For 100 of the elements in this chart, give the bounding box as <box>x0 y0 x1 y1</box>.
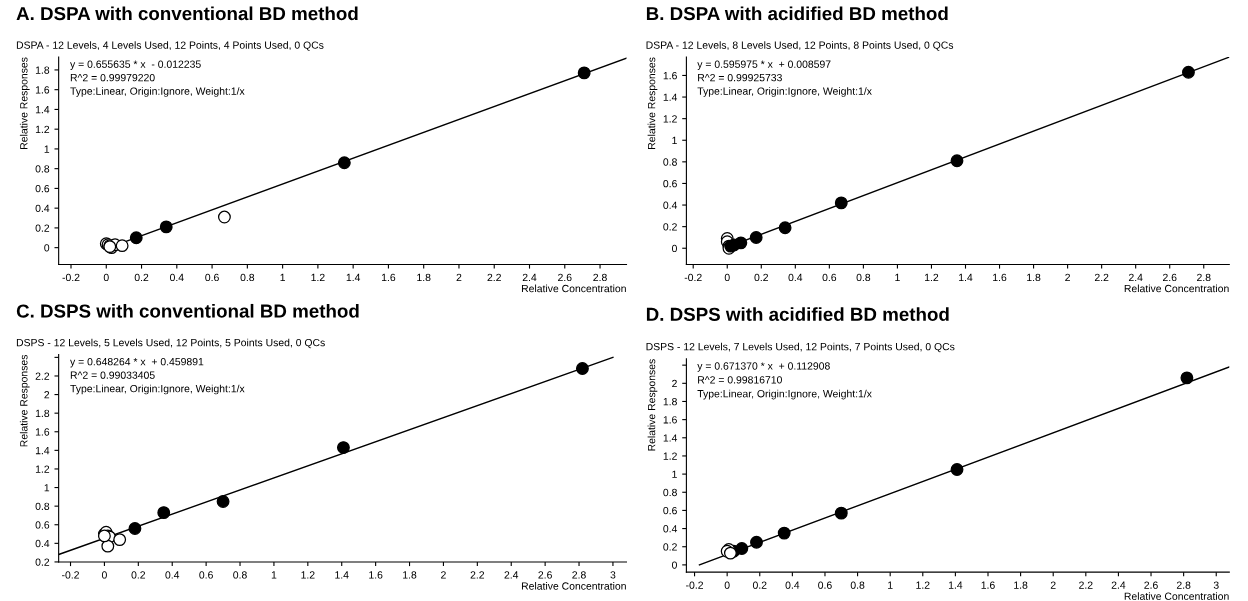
annotation: R^2 = 0.99925733 <box>698 73 782 82</box>
x-tick-label: 2.8 <box>572 571 586 579</box>
x-tick-label: 2.6 <box>538 571 552 579</box>
x-tick-label: 2.8 <box>1197 273 1211 282</box>
annotation: Type:Linear, Origin:Ignore, Weight:1/x <box>70 384 245 395</box>
y-tick-label: 0.6 <box>35 521 50 529</box>
x-tick-label: 0 <box>724 581 730 589</box>
x-tick-label: 0.4 <box>788 273 803 282</box>
y-tick-label: 0.2 <box>663 543 677 551</box>
y-tick-label: 0.2 <box>35 224 50 232</box>
x-tick-label: 0.8 <box>233 571 247 579</box>
annotation: y = 0.595975 * x + 0.008597 <box>697 60 831 70</box>
x-tick-label: -0.2 <box>62 571 79 579</box>
x-tick-label: 0 <box>103 273 109 282</box>
y-tick-label: 1.8 <box>35 66 50 74</box>
y-tick-label: 1.2 <box>35 125 50 133</box>
y-axis-title: Relative Responses <box>647 359 658 451</box>
annotation: R^2 = 0.99816710 <box>698 376 782 384</box>
point <box>217 210 231 224</box>
x-tick-label: 0.2 <box>131 571 146 579</box>
x-tick-label: 1.8 <box>1014 581 1028 589</box>
x-tick-label: 0.4 <box>785 581 800 589</box>
x-tick-label: 2.6 <box>1144 581 1158 589</box>
annotation: Type:Linear, Origin:Ignore, Weight:1/x <box>70 87 245 97</box>
y-tick-label: 0.4 <box>35 539 50 548</box>
x-tick-label: 2.8 <box>1176 581 1191 589</box>
x-tick-label: 0.2 <box>754 273 768 282</box>
x-tick-label: 2.2 <box>487 273 501 282</box>
x-tick-label: -0.2 <box>684 273 702 282</box>
x-tick-label: 0.2 <box>752 581 767 589</box>
y-tick-label: 0.2 <box>663 223 677 231</box>
annotation: y = 0.648264 * x + 0.459891 <box>70 357 204 368</box>
y-tick-label: 2 <box>672 379 677 388</box>
y-tick-label: 0.4 <box>35 204 50 213</box>
y-tick-label: 0.6 <box>35 184 50 193</box>
x-axis-title: Relative Concentration <box>521 284 626 293</box>
x-tick-label: 0.8 <box>240 273 255 282</box>
x-tick-label: 2.4 <box>504 571 519 579</box>
y-tick-label: 0.8 <box>663 158 677 166</box>
y-tick-label: 1.8 <box>663 397 677 406</box>
chart-title: D. DSPS with acidified BD method <box>646 307 949 321</box>
x-tick-label: 2.2 <box>1094 273 1109 282</box>
chart-title: A. DSPA with conventional BD method <box>16 6 358 21</box>
y-tick-label: 0 <box>671 561 677 569</box>
y-tick-label: 0.4 <box>663 201 678 209</box>
x-tick-label: 1.6 <box>993 273 1007 282</box>
point <box>1180 371 1194 385</box>
x-tick-label: 2.4 <box>522 273 537 282</box>
x-tick-label: 3 <box>1213 581 1219 589</box>
x-tick-label: 1.6 <box>369 571 383 579</box>
x-tick-label: -0.2 <box>686 581 703 589</box>
y-tick-label: 2 <box>44 391 50 399</box>
x-tick-label: 2.8 <box>593 273 607 282</box>
y-tick-label: 0.8 <box>35 502 50 511</box>
point <box>128 522 142 535</box>
point <box>749 231 763 244</box>
y-tick-label: 1 <box>44 145 50 153</box>
x-tick-label: 1.2 <box>925 273 939 282</box>
point <box>734 236 748 250</box>
x-tick-label: 0.6 <box>818 581 832 589</box>
x-tick-label: 2.4 <box>1128 273 1143 282</box>
chart-title: B. DSPA with acidified BD method <box>646 6 948 21</box>
x-tick-label: 1.2 <box>311 273 325 282</box>
x-tick-label: 2.2 <box>470 571 485 579</box>
x-tick-label: 1 <box>280 273 286 282</box>
y-tick-label: 1.2 <box>663 452 677 460</box>
chart-subtitle: DSPA - 12 Levels, 4 Levels Used, 12 Points, 4 Points Used, 0 QCs <box>16 41 324 51</box>
x-tick-label: 0 <box>101 571 107 579</box>
point <box>577 66 591 80</box>
point <box>216 495 230 508</box>
x-tick-label: 1.4 <box>346 273 361 282</box>
point <box>101 539 115 553</box>
x-tick-label: 0.6 <box>822 273 837 282</box>
point <box>115 239 129 253</box>
x-tick-label: -0.2 <box>62 273 80 282</box>
x-tick-label: 0.8 <box>850 581 865 589</box>
y-tick-label: 1.4 <box>35 106 50 114</box>
x-tick-label: 0.6 <box>199 571 213 579</box>
x-tick-label: 1.2 <box>916 581 930 589</box>
x-tick-label: 1.6 <box>381 273 396 282</box>
x-tick-label: 2 <box>456 273 462 282</box>
annotation: Type:Linear, Origin:Ignore, Weight:1/x <box>697 389 872 400</box>
x-tick-label: 0 <box>724 273 730 282</box>
point <box>575 362 589 375</box>
y-tick-label: 1.4 <box>35 446 50 455</box>
point <box>950 463 964 476</box>
x-tick-label: 1 <box>271 571 277 579</box>
point <box>778 221 792 235</box>
x-axis-title: Relative Concentration <box>1124 592 1229 600</box>
x-tick-label: 2.2 <box>1079 581 1093 589</box>
y-axis-title: Relative Responses <box>647 57 658 149</box>
y-tick-label: 0.6 <box>663 506 677 515</box>
x-tick-label: 0.2 <box>134 273 149 282</box>
y-tick-label: 0.8 <box>663 488 677 497</box>
x-tick-label: 2 <box>1065 273 1070 282</box>
y-tick-label: 1 <box>44 484 50 492</box>
y-tick-label: 1.6 <box>35 86 50 94</box>
annotation: y = 0.655635 * x - 0.012235 <box>70 60 201 70</box>
y-axis-title: Relative Responses <box>19 354 30 447</box>
annotation: Type:Linear, Origin:Ignore, Weight:1/x <box>697 87 872 97</box>
